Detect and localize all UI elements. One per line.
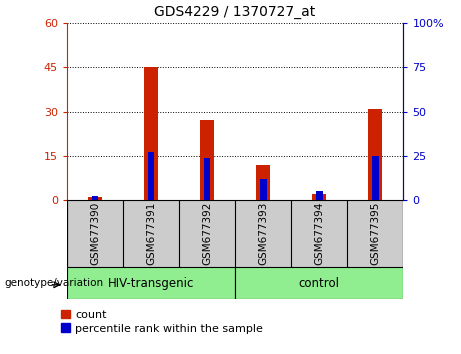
Bar xyxy=(67,267,235,299)
Text: GSM677392: GSM677392 xyxy=(202,202,212,266)
Bar xyxy=(92,196,98,200)
Text: control: control xyxy=(299,277,340,290)
Bar xyxy=(256,165,270,200)
Text: GSM677395: GSM677395 xyxy=(370,202,380,266)
Bar xyxy=(316,191,323,200)
Bar xyxy=(144,67,158,200)
Bar xyxy=(204,158,210,200)
Bar xyxy=(148,152,154,200)
Text: GSM677393: GSM677393 xyxy=(258,202,268,266)
Bar xyxy=(368,109,382,200)
Bar xyxy=(312,194,326,200)
Bar xyxy=(372,156,378,200)
Bar xyxy=(260,179,266,200)
Bar xyxy=(88,197,102,200)
Bar xyxy=(235,267,403,299)
Bar xyxy=(200,120,214,200)
Legend: count, percentile rank within the sample: count, percentile rank within the sample xyxy=(61,310,263,333)
Text: GSM677390: GSM677390 xyxy=(90,202,100,265)
Title: GDS4229 / 1370727_at: GDS4229 / 1370727_at xyxy=(154,5,316,19)
Text: GSM677394: GSM677394 xyxy=(314,202,324,266)
Text: HIV-transgenic: HIV-transgenic xyxy=(108,277,194,290)
Text: genotype/variation: genotype/variation xyxy=(5,278,104,288)
Text: GSM677391: GSM677391 xyxy=(146,202,156,266)
